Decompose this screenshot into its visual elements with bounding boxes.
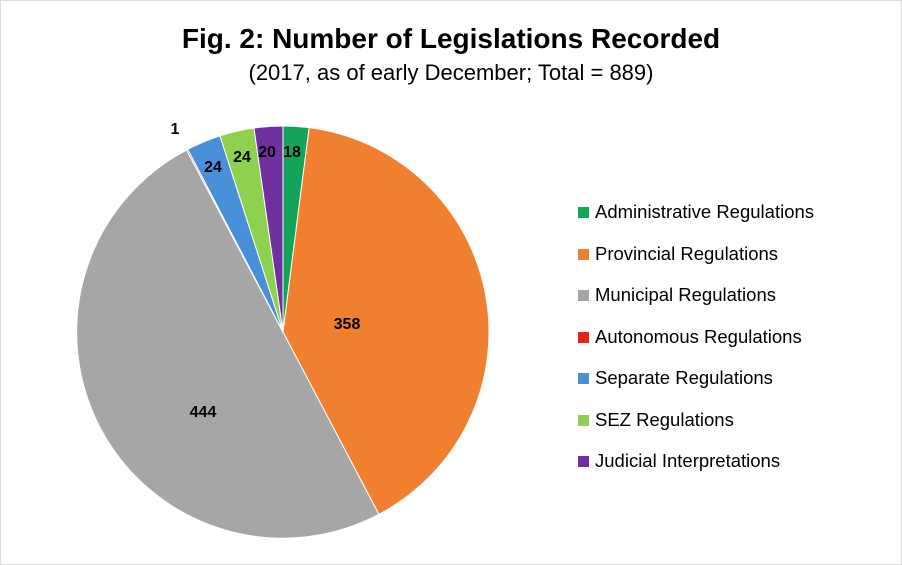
data-label-sez-regulations: 24 [233, 149, 251, 166]
data-label-administrative-regulations: 18 [283, 144, 301, 161]
legend-swatch [578, 414, 589, 426]
legend-swatch [578, 373, 589, 384]
legend: Administrative Regulations Provincial Reg… [578, 200, 814, 491]
data-label-autonomous-regulations: 1 [171, 121, 180, 138]
legend-swatch [578, 207, 589, 218]
pie-slice-municipal-regulations [76, 149, 380, 539]
legend-swatch [578, 331, 589, 343]
legend-label: Judicial Interpretations [595, 450, 781, 471]
legend-label: Provincial Regulations [595, 242, 779, 264]
legend-swatch [578, 456, 589, 467]
legend-swatch [578, 248, 589, 260]
legend-item: SEZ Regulations [578, 408, 814, 450]
legend-item: Administrative Regulations [578, 200, 814, 242]
legend-swatch [578, 290, 589, 301]
chart-title: Fig. 2: Number of Legislations Recorded [181, 23, 721, 54]
data-label-judicial-interpretations: 20 [258, 144, 276, 161]
data-label-provincial-regulations: 358 [334, 316, 361, 333]
legend-label: Municipal Regulations [595, 284, 776, 305]
pie-slice-judicial-interpretations [253, 125, 284, 333]
data-label-separate-regulations: 24 [204, 159, 222, 176]
legend-item: Autonomous Regulations [578, 325, 814, 367]
data-label-municipal-regulations: 444 [190, 404, 217, 421]
legend-item: Judicial Interpretations [578, 449, 814, 491]
legend-item: Provincial Regulations [578, 242, 814, 284]
legend-label: SEZ Regulations [595, 408, 734, 430]
pie-slice-provincial-regulations [282, 127, 490, 516]
legend-item: Municipal Regulations [578, 283, 814, 325]
legend-item: Separate Regulations [578, 366, 814, 408]
legend-label: Administrative Regulations [595, 201, 815, 222]
legend-label: Autonomous Regulations [595, 325, 802, 347]
legend-label: Separate Regulations [595, 367, 773, 388]
chart-subtitle: (2017, as of early December; Total = 889… [248, 60, 654, 85]
